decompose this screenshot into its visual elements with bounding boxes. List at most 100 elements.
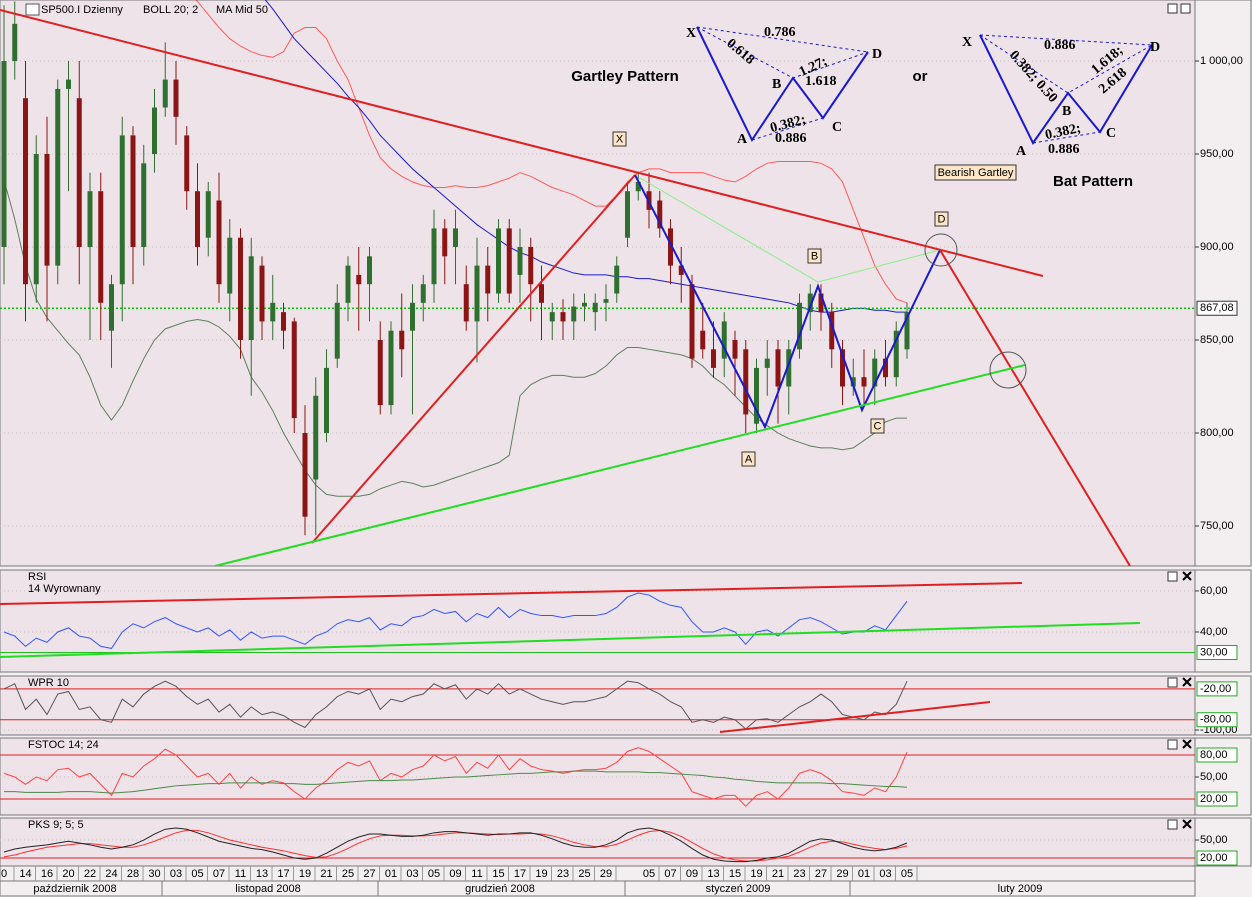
- candle-body: [560, 312, 566, 322]
- candle-body: [775, 349, 781, 387]
- candle-body: [764, 358, 770, 368]
- x-tick-label: 20: [62, 868, 74, 880]
- indicator-line: [3, 680, 908, 730]
- panel-marks: [0, 827, 1195, 863]
- bat-label: A: [1016, 144, 1027, 159]
- gartley-title: Gartley Pattern: [571, 68, 679, 85]
- candle-body: [635, 181, 641, 192]
- x-tick-label: 07: [213, 868, 225, 880]
- x-tick-label: 29: [600, 868, 612, 880]
- candle-body: [227, 237, 233, 294]
- candle-body: [872, 358, 878, 387]
- candle-body: [711, 349, 716, 368]
- level-box: [1196, 747, 1238, 763]
- bat-ratio-line: [1032, 131, 1101, 144]
- x-tick-label: 28: [127, 868, 139, 880]
- candle-body: [496, 228, 501, 294]
- panel-button[interactable]: [1167, 571, 1178, 582]
- candle-body: [539, 284, 544, 303]
- pattern-label: Bearish Gartley: [938, 167, 1014, 179]
- panel-close[interactable]: [1182, 571, 1192, 581]
- x-tick-label: 14: [19, 868, 31, 880]
- x-tick-label: 01: [385, 868, 397, 880]
- candle-body: [732, 340, 738, 359]
- x-tick-label: 21: [320, 868, 332, 880]
- panel-marks: [0, 680, 1195, 731]
- candle-body: [861, 377, 867, 387]
- candle-body: [388, 330, 394, 406]
- candle-body: [98, 191, 104, 303]
- candle-body: [1, 61, 7, 248]
- level-box: [1196, 681, 1238, 697]
- x-tick-label: 21: [772, 868, 784, 880]
- panel-close[interactable]: [1182, 819, 1192, 829]
- candle-body: [786, 349, 792, 387]
- level-box: [1196, 645, 1238, 661]
- candle-body: [571, 306, 577, 322]
- band-upper: [194, 0, 908, 304]
- panel: [0, 675, 1196, 736]
- point-box: [934, 211, 949, 227]
- candle-body: [345, 265, 351, 303]
- candle-body: [904, 312, 910, 350]
- candle-body: [184, 135, 190, 192]
- candle-body: [603, 299, 609, 303]
- level-label: 20,00: [1200, 793, 1228, 805]
- panel: [0, 569, 1196, 673]
- y-tick-label: 950,00: [1200, 148, 1234, 160]
- panel-button[interactable]: [1167, 739, 1178, 750]
- candle-body: [657, 200, 663, 229]
- candle-body: [829, 312, 835, 350]
- bat-ratio-line: [979, 34, 1153, 94]
- month-label: styczeń 2009: [706, 883, 771, 895]
- gartley-ratio-line: [751, 117, 824, 141]
- window-button[interactable]: [1167, 3, 1178, 14]
- window-button[interactable]: [1180, 3, 1191, 14]
- last-price-label: 867,08: [1200, 302, 1234, 314]
- x-tick-label: 11: [471, 868, 482, 880]
- x-tick-label: 16: [41, 868, 53, 880]
- legend-entry: BOLL 20; 2: [143, 4, 198, 16]
- candle-body: [442, 228, 448, 257]
- x-tick-label: 11: [235, 868, 246, 880]
- y-tick-label: 900,00: [1200, 241, 1234, 253]
- candle-body: [259, 265, 265, 322]
- month-label: październik 2008: [33, 883, 116, 895]
- point-label: B: [811, 250, 818, 262]
- panel-button[interactable]: [1167, 677, 1178, 688]
- x-tick-label: 15: [729, 868, 741, 880]
- support-trendline: [214, 364, 1026, 566]
- candle-body: [109, 284, 114, 331]
- candle-body: [152, 107, 157, 155]
- x-tick-label: 19: [299, 868, 311, 880]
- x-tick-label: 19: [535, 868, 547, 880]
- gartley-label: 1.618: [805, 74, 837, 89]
- candle-body: [162, 79, 168, 108]
- candle-body: [840, 349, 845, 387]
- x-tick-label: 03: [879, 868, 891, 880]
- panel-close[interactable]: [1182, 677, 1192, 687]
- level-box: [1196, 850, 1238, 866]
- candle-body: [334, 302, 340, 359]
- candle-body: [883, 358, 888, 378]
- point-label: X: [616, 133, 624, 145]
- gartley-ratio-line: [696, 26, 869, 53]
- point-label: D: [938, 213, 946, 225]
- candle-body: [23, 98, 28, 285]
- y-tick-label: 800,00: [1200, 427, 1234, 439]
- candle-body: [313, 395, 319, 480]
- level-label: -20,00: [1200, 683, 1231, 695]
- bat-label: 0.886: [1044, 38, 1076, 53]
- panel-title: WPR 10: [28, 677, 69, 689]
- panel-close[interactable]: [1182, 739, 1192, 749]
- candle-body: [614, 265, 620, 294]
- candle-body: [238, 237, 243, 341]
- point-box: [612, 131, 627, 147]
- x-tick-label: 27: [363, 868, 375, 880]
- indicator-line: [3, 747, 908, 808]
- panel-button[interactable]: [1167, 819, 1178, 830]
- last-price-box: [1196, 300, 1238, 316]
- candle-body: [399, 330, 405, 350]
- candle-body: [721, 321, 727, 359]
- candle-body: [44, 154, 50, 266]
